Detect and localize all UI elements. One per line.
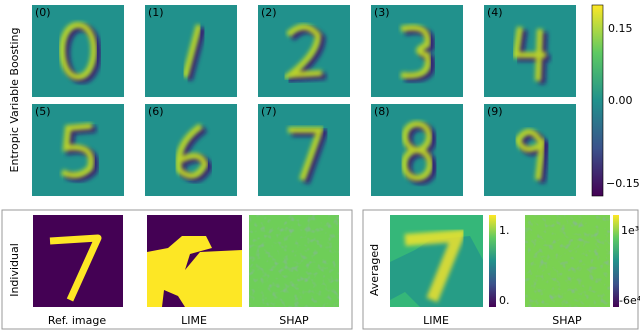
heatmap: (2) bbox=[258, 5, 350, 97]
pos-stroke bbox=[182, 24, 202, 78]
pos-stroke bbox=[400, 24, 431, 79]
y-label: Averaged bbox=[368, 244, 381, 296]
colorbar-tick: −0.15 bbox=[606, 177, 640, 190]
colorbar-tick: 1. bbox=[499, 224, 510, 237]
heatmap: (8) bbox=[371, 104, 463, 196]
box bbox=[362, 209, 639, 330]
heatmap: (5) bbox=[32, 104, 124, 196]
heatmap: (7) bbox=[258, 104, 350, 196]
y-label: Entropic Variable Boosting bbox=[8, 28, 21, 173]
panel-label: (4) bbox=[487, 6, 503, 19]
panel-label: (9) bbox=[487, 105, 503, 118]
panel-label: (6) bbox=[148, 105, 164, 118]
heatmap: (0) bbox=[32, 5, 124, 97]
panel-label: (3) bbox=[374, 6, 390, 19]
neg-stroke bbox=[185, 27, 207, 81]
panel-label: (1) bbox=[148, 6, 164, 19]
caption: SHAP bbox=[279, 314, 309, 327]
colorbar bbox=[591, 4, 604, 197]
heatmap: (1) bbox=[145, 5, 237, 97]
pos-stroke bbox=[280, 24, 323, 79]
colorbar-tick: 1e³ bbox=[621, 224, 639, 237]
caption: LIME bbox=[423, 314, 449, 327]
digit bbox=[404, 229, 468, 303]
pos-stroke bbox=[60, 123, 94, 179]
caption: LIME bbox=[181, 314, 207, 327]
digit bbox=[49, 234, 102, 302]
heatmap: (9) bbox=[484, 104, 576, 196]
panel-label: (8) bbox=[374, 105, 390, 118]
colorbar-tick: 0.00 bbox=[608, 94, 633, 107]
shade bbox=[390, 236, 483, 307]
colorbar bbox=[489, 215, 496, 307]
neg-stroke bbox=[283, 26, 327, 83]
colorbar-tick: 0.15 bbox=[608, 22, 633, 35]
pos-stroke bbox=[59, 21, 97, 81]
shap-noise bbox=[249, 215, 339, 307]
heatmap: (4) bbox=[484, 5, 576, 97]
colorbar-tick: -6e⁴ bbox=[619, 294, 640, 307]
panel-label: (0) bbox=[35, 6, 51, 19]
panel-label: (2) bbox=[261, 6, 277, 19]
lime-mask bbox=[147, 236, 242, 307]
ref-image bbox=[33, 215, 123, 307]
pos-stroke bbox=[175, 123, 209, 179]
panel-label: (5) bbox=[35, 105, 51, 118]
heatmap-bg bbox=[258, 5, 350, 97]
box bbox=[1, 209, 353, 330]
heatmap: (6) bbox=[145, 104, 237, 196]
panel-label: (7) bbox=[261, 105, 277, 118]
shap-noise bbox=[525, 215, 610, 307]
heatmap-bg bbox=[484, 5, 576, 97]
pos-stroke bbox=[512, 26, 546, 82]
pos-stroke bbox=[514, 129, 546, 181]
colorbar-tick: 0. bbox=[499, 294, 510, 307]
pos-stroke bbox=[288, 127, 325, 182]
y-label: Individual bbox=[8, 243, 21, 297]
pos-stroke bbox=[401, 120, 433, 182]
colorbar bbox=[613, 215, 619, 307]
caption: Ref. image bbox=[48, 314, 106, 327]
heatmap: (3) bbox=[371, 5, 463, 97]
caption: SHAP bbox=[552, 314, 582, 327]
